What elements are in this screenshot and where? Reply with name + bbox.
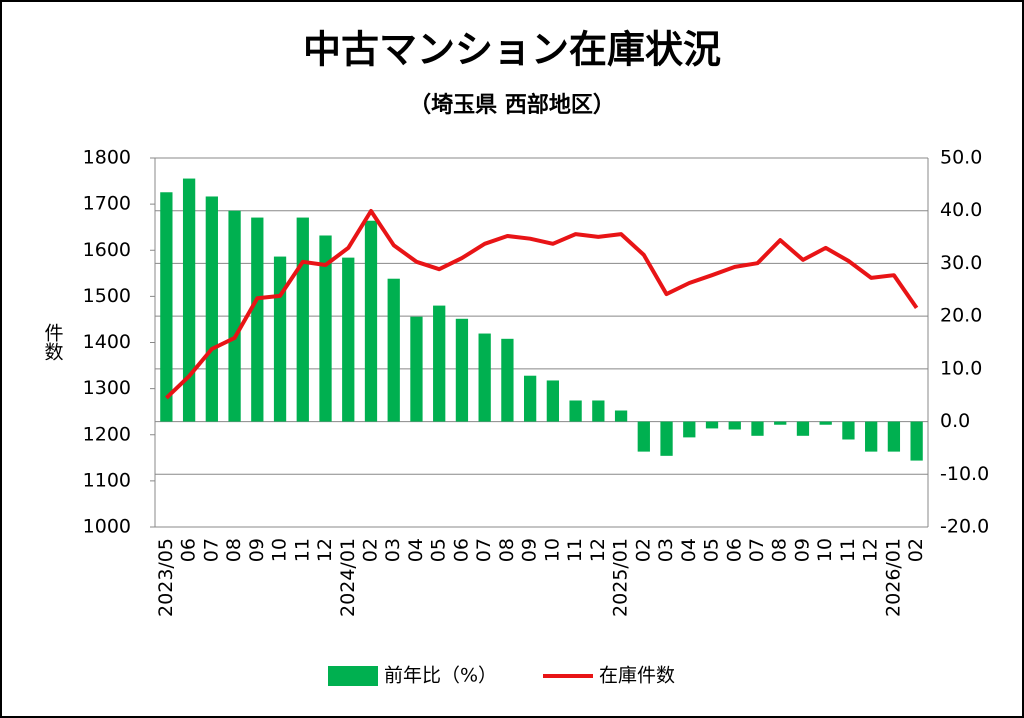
x-tick-label: 08	[223, 538, 245, 562]
x-tick-label: 05	[428, 538, 450, 562]
bar	[478, 333, 491, 422]
bar	[342, 257, 355, 422]
x-tick-label: 07	[200, 538, 222, 562]
bar	[387, 278, 400, 422]
x-tick-label: 11	[564, 538, 586, 562]
y2-tick-label: -20.0	[940, 516, 989, 538]
x-tick-label: 07	[473, 538, 495, 562]
x-tick-label: 02	[905, 538, 927, 562]
y2-tick-label: -10.0	[940, 463, 989, 485]
x-tick-label: 05	[701, 538, 723, 562]
bar	[592, 400, 605, 422]
legend-swatch	[328, 666, 378, 686]
x-tick-label: 03	[655, 538, 677, 562]
y-tick-label: 1400	[83, 331, 131, 353]
x-tick-label: 2026/01	[882, 538, 904, 617]
bar	[842, 421, 855, 440]
bar	[319, 235, 332, 422]
x-tick-label: 03	[382, 538, 404, 562]
x-tick-label: 10	[541, 538, 563, 562]
bar	[523, 375, 537, 422]
y-axis-label: 件数	[42, 323, 64, 361]
x-tick-label: 11	[291, 538, 313, 562]
bar	[819, 421, 832, 425]
x-tick-label: 02	[632, 538, 654, 562]
x-tick-label: 04	[678, 538, 700, 562]
bar	[865, 421, 878, 452]
x-tick-label: 12	[314, 538, 336, 562]
x-tick-label: 2024/01	[337, 538, 359, 617]
bar	[683, 421, 696, 438]
chart-subtitle: （埼玉県 西部地区）	[409, 92, 615, 118]
bar	[614, 410, 628, 422]
bar	[228, 210, 241, 422]
x-tick-label: 2023/05	[155, 538, 177, 617]
y-tick-label: 1700	[83, 193, 131, 215]
y-tick-label: 1000	[83, 516, 131, 538]
x-tick-label: 10	[814, 538, 836, 562]
y2-tick-label: 50.0	[940, 147, 982, 169]
bar	[887, 421, 901, 452]
bar	[796, 421, 810, 436]
x-tick-label: 2025/01	[610, 538, 632, 617]
bar	[205, 196, 218, 422]
x-tick-label: 09	[246, 538, 268, 562]
x-tick-label: 02	[359, 538, 381, 562]
bar	[774, 421, 787, 425]
x-tick-label: 06	[450, 538, 472, 562]
x-tick-label: 12	[860, 538, 882, 562]
x-tick-label: 06	[178, 538, 200, 562]
bar	[546, 380, 560, 422]
x-tick-label: 11	[837, 538, 859, 562]
bar	[160, 192, 173, 422]
bar	[637, 421, 650, 452]
y-tick-label: 1800	[83, 147, 131, 169]
line	[165, 209, 919, 400]
bar	[569, 400, 582, 422]
x-tick-label: 04	[405, 538, 427, 562]
x-tick-label: 09	[791, 538, 813, 562]
bar	[296, 217, 309, 422]
x-tick-label: 06	[723, 538, 745, 562]
y2-tick-label: 10.0	[940, 357, 982, 379]
bar	[455, 318, 469, 422]
x-tick-label: 07	[746, 538, 768, 562]
bar	[251, 217, 264, 422]
y-tick-label: 1100	[83, 469, 131, 491]
bar	[910, 421, 923, 461]
bar	[660, 421, 673, 456]
y2-tick-label: 40.0	[940, 199, 982, 221]
bar	[182, 178, 196, 422]
bar	[501, 338, 514, 422]
y-tick-label: 1500	[83, 285, 131, 307]
x-tick-label: 10	[269, 538, 291, 562]
legend-label: 在庫件数	[599, 665, 675, 687]
bar	[433, 305, 446, 422]
bar	[728, 421, 741, 430]
x-tick-label: 08	[769, 538, 791, 562]
y-tick-label: 1200	[83, 423, 131, 445]
y2-tick-label: 20.0	[940, 305, 982, 327]
y-tick-label: 1600	[83, 239, 131, 261]
x-tick-label: 09	[519, 538, 541, 562]
bar	[273, 256, 287, 422]
legend-label: 前年比（%）	[384, 665, 497, 687]
x-tick-label: 12	[587, 538, 609, 562]
bar	[705, 421, 719, 429]
y-tick-label: 1300	[83, 377, 131, 399]
bar	[751, 421, 764, 436]
bar	[410, 316, 423, 422]
chart-title: 中古マンション在庫状況	[303, 28, 721, 72]
x-tick-label: 08	[496, 538, 518, 562]
y2-tick-label: 0.0	[940, 410, 970, 432]
bar	[364, 220, 378, 422]
y2-tick-label: 30.0	[940, 252, 982, 274]
